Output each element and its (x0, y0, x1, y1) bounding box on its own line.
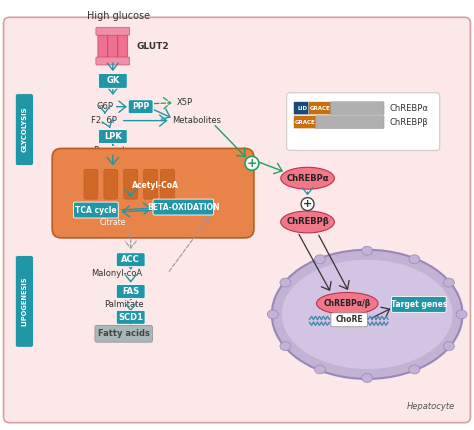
Text: Acetyl-CoA: Acetyl-CoA (132, 181, 179, 190)
Text: PPP: PPP (132, 102, 149, 111)
Ellipse shape (362, 246, 373, 255)
Text: SCD1: SCD1 (118, 313, 143, 322)
Ellipse shape (281, 167, 334, 189)
Text: +: + (303, 199, 312, 209)
FancyBboxPatch shape (95, 325, 153, 342)
FancyBboxPatch shape (98, 31, 108, 61)
FancyBboxPatch shape (99, 129, 127, 144)
FancyBboxPatch shape (331, 313, 368, 327)
Ellipse shape (456, 310, 467, 319)
Text: GRACE: GRACE (310, 106, 331, 111)
Ellipse shape (280, 342, 291, 350)
Ellipse shape (409, 255, 420, 264)
FancyBboxPatch shape (153, 199, 214, 215)
Ellipse shape (301, 198, 314, 211)
FancyBboxPatch shape (99, 74, 127, 88)
Ellipse shape (317, 292, 378, 314)
FancyBboxPatch shape (161, 169, 174, 199)
Text: X5P: X5P (176, 98, 192, 107)
Text: G6P: G6P (97, 102, 114, 111)
FancyBboxPatch shape (96, 27, 130, 35)
FancyBboxPatch shape (116, 310, 145, 324)
Text: ChREBPβ: ChREBPβ (286, 218, 329, 227)
Ellipse shape (280, 278, 291, 287)
Text: Citrate: Citrate (100, 218, 126, 227)
FancyBboxPatch shape (3, 17, 471, 423)
Text: Hepatocyte: Hepatocyte (406, 402, 455, 411)
Text: GK: GK (106, 77, 119, 86)
Text: Pyruvate: Pyruvate (93, 146, 130, 155)
Text: TCA cycle: TCA cycle (75, 206, 117, 215)
FancyBboxPatch shape (52, 148, 254, 238)
Text: LPK: LPK (104, 132, 122, 141)
Text: Metabolites: Metabolites (173, 116, 221, 125)
FancyBboxPatch shape (309, 102, 332, 115)
Text: ChREBPβ: ChREBPβ (389, 117, 428, 126)
FancyBboxPatch shape (116, 253, 145, 267)
Text: LIPOGENESIS: LIPOGENESIS (21, 276, 27, 326)
FancyBboxPatch shape (73, 202, 118, 218)
FancyBboxPatch shape (392, 296, 446, 312)
FancyBboxPatch shape (16, 94, 33, 165)
FancyBboxPatch shape (108, 31, 118, 61)
Text: ChREBPα: ChREBPα (389, 104, 428, 113)
FancyBboxPatch shape (330, 102, 384, 115)
Ellipse shape (282, 260, 453, 369)
Ellipse shape (314, 255, 326, 264)
FancyBboxPatch shape (84, 169, 98, 199)
FancyBboxPatch shape (96, 57, 130, 65)
Text: ACC: ACC (121, 255, 140, 264)
Text: ChoRE: ChoRE (336, 315, 363, 324)
FancyBboxPatch shape (16, 256, 33, 347)
FancyBboxPatch shape (144, 169, 157, 199)
FancyBboxPatch shape (316, 116, 384, 129)
Ellipse shape (444, 278, 455, 287)
FancyBboxPatch shape (128, 100, 153, 114)
Text: Target genes: Target genes (391, 300, 447, 309)
Ellipse shape (362, 374, 373, 382)
Text: High glucose: High glucose (87, 11, 150, 22)
Ellipse shape (444, 342, 455, 350)
Ellipse shape (314, 365, 326, 374)
Text: FAS: FAS (122, 287, 139, 296)
Text: ChREBPα: ChREBPα (286, 174, 329, 183)
Text: +: + (246, 157, 257, 170)
Ellipse shape (267, 310, 278, 319)
FancyBboxPatch shape (124, 169, 137, 199)
Text: LID: LID (297, 106, 307, 111)
Text: BETA-OXIDATION: BETA-OXIDATION (147, 203, 219, 212)
Ellipse shape (245, 157, 259, 170)
Text: Malonyl-coA: Malonyl-coA (91, 269, 142, 278)
FancyBboxPatch shape (293, 102, 310, 115)
FancyBboxPatch shape (104, 169, 118, 199)
Text: GLUT2: GLUT2 (137, 42, 169, 51)
FancyBboxPatch shape (287, 93, 440, 150)
FancyBboxPatch shape (116, 285, 145, 298)
Text: F2, 6P: F2, 6P (91, 116, 117, 125)
Text: GRACE: GRACE (295, 120, 316, 125)
Ellipse shape (281, 211, 334, 233)
Text: ChREBPα/β: ChREBPα/β (324, 299, 371, 308)
Text: Palmitate: Palmitate (104, 300, 144, 309)
Text: GLYCOLYSIS: GLYCOLYSIS (21, 107, 27, 152)
Text: Fatty acids: Fatty acids (98, 329, 150, 338)
Ellipse shape (409, 365, 420, 374)
FancyBboxPatch shape (293, 116, 318, 129)
Ellipse shape (272, 250, 463, 379)
FancyBboxPatch shape (118, 31, 128, 61)
